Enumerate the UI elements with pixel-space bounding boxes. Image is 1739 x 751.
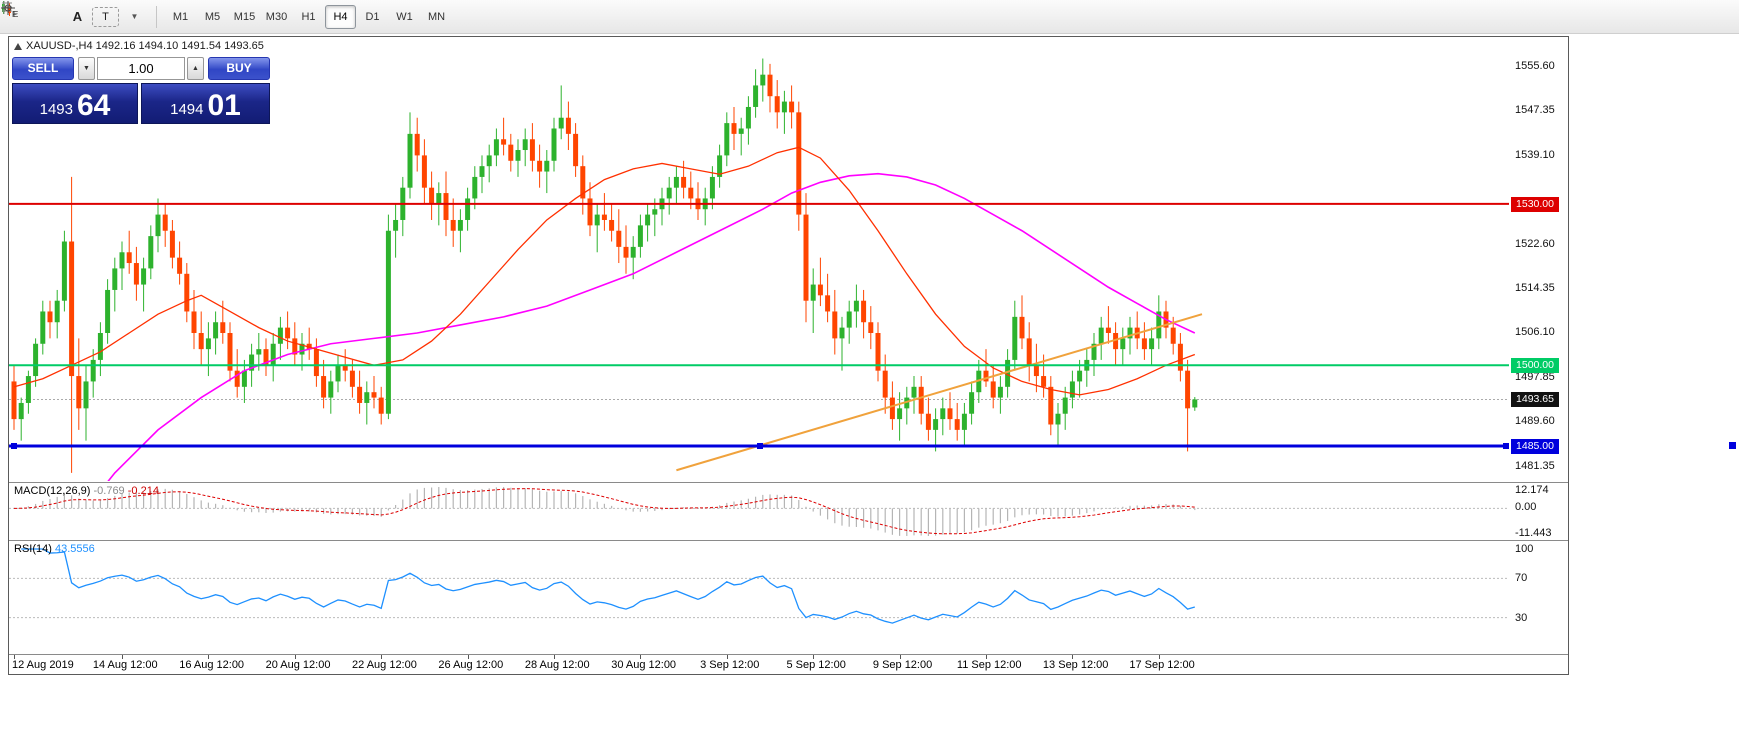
macd-name: MACD(12,26,9) xyxy=(14,485,91,497)
timeframe-m30[interactable]: M30 xyxy=(265,10,288,23)
text-label-icon[interactable]: A xyxy=(72,9,83,24)
chevron-down-icon: ▼ xyxy=(130,12,139,21)
time-tick xyxy=(640,655,642,659)
time-axis-label: 28 Aug 12:00 xyxy=(524,659,590,671)
price-axis-label: 1547.35 xyxy=(1515,104,1555,117)
time-axis-label: 20 Aug 12:00 xyxy=(265,659,331,671)
rsi-axis-label: 30 xyxy=(1515,611,1528,624)
buy-price-pips: 01 xyxy=(207,89,241,123)
main-chart-canvas[interactable] xyxy=(9,37,1568,481)
one-click-top-row: SELL ▼ ▲ BUY xyxy=(12,57,272,80)
time-tick xyxy=(294,655,296,659)
timeframe-mn[interactable]: MN xyxy=(427,10,446,23)
rsi-canvas xyxy=(9,548,1509,624)
volume-input[interactable] xyxy=(97,57,185,80)
time-tick xyxy=(1072,655,1074,659)
macd-label: MACD(12,26,9) -0.769 -0.214 xyxy=(14,485,159,497)
time-tick xyxy=(554,655,555,659)
crosshair-tool-icon[interactable]: ▼ xyxy=(1,1,147,30)
sell-price-main: 1493 xyxy=(39,101,73,118)
time-tick xyxy=(986,655,987,659)
grid-f-icon[interactable]: F xyxy=(2,1,63,30)
rsi-name: RSI(14) xyxy=(14,543,52,555)
time-tick xyxy=(208,655,210,659)
time-tick xyxy=(467,655,469,659)
rsi-axis-label: 100 xyxy=(1515,543,1534,555)
time-tick xyxy=(1158,655,1160,659)
price-axis-label: 1481.35 xyxy=(1515,459,1555,472)
timeframe-d1[interactable]: D1 xyxy=(365,10,380,23)
macd-panel[interactable]: MACD(12,26,9) -0.769 -0.214 12.174 0.00 -1… xyxy=(9,482,1568,540)
time-axis-label: 16 Aug 12:00 xyxy=(179,659,245,671)
time-axis-label: 9 Sep 12:00 xyxy=(872,659,933,671)
price-tag-1530.00: 1530.00 xyxy=(1511,196,1559,212)
hline-handle-far-right[interactable] xyxy=(1729,442,1736,450)
time-tick xyxy=(899,655,901,659)
time-tick xyxy=(726,655,728,659)
time-tick xyxy=(122,655,123,659)
sell-button[interactable]: SELL xyxy=(12,57,74,80)
time-axis-label: 5 Sep 12:00 xyxy=(786,659,846,671)
timeframe-w1[interactable]: W1 xyxy=(396,10,413,23)
sell-price-pips: 64 xyxy=(77,89,111,123)
timeframe-m1[interactable]: M1 xyxy=(172,10,189,23)
hline-handle-right[interactable] xyxy=(1503,443,1509,450)
chart-window: 1555.60 1547.35 1539.10 1522.60 1514.35 1506.… xyxy=(8,36,1569,675)
current-price-tag: 1493.65 xyxy=(1511,392,1559,408)
buy-price-display[interactable]: 1494 01 xyxy=(141,83,270,124)
price-axis-label: 1497.85 xyxy=(1515,370,1555,383)
price-tag-1485.00: 1485.00 xyxy=(1511,439,1559,455)
rsi-axis-label: 70 xyxy=(1515,572,1528,585)
volume-down-button[interactable]: ▼ xyxy=(78,57,95,80)
price-axis-label: 1489.60 xyxy=(1515,415,1555,428)
price-axis-label: 1506.10 xyxy=(1515,326,1555,339)
time-axis-label: 3 Sep 12:00 xyxy=(700,659,760,671)
macd-axis-label: 0.00 xyxy=(1515,501,1537,514)
symbol-info-line: XAUUSD-,H4 1492.16 1494.10 1491.54 1493.… xyxy=(14,40,264,52)
macd-axis-label: 12.174 xyxy=(1515,484,1549,496)
crosshair-glyph xyxy=(1,1,15,15)
time-axis-label: 14 Aug 12:00 xyxy=(92,659,158,671)
svg-text:F: F xyxy=(12,10,17,18)
symbol-ohlc-text: XAUUSD-,H4 1492.16 1494.10 1491.54 1493.… xyxy=(26,40,264,52)
buy-price-main: 1494 xyxy=(170,101,204,118)
timeframe-h4[interactable]: H4 xyxy=(325,4,356,29)
timeframe-h1[interactable]: H1 xyxy=(301,10,316,23)
time-tick xyxy=(813,655,815,659)
price-axis-label: 1555.60 xyxy=(1515,60,1555,73)
price-tag-1500.00: 1500.00 xyxy=(1511,358,1559,374)
hline-handle-left[interactable] xyxy=(11,443,17,450)
price-axis-label: 1514.35 xyxy=(1515,282,1555,295)
timeframe-m5[interactable]: M5 xyxy=(204,10,221,23)
buy-button[interactable]: BUY xyxy=(208,57,270,80)
time-axis-label: 17 Sep 12:00 xyxy=(1129,659,1195,671)
timeframe-m15[interactable]: M15 xyxy=(233,10,256,23)
volume-up-button[interactable]: ▲ xyxy=(187,57,204,80)
time-tick xyxy=(14,655,15,659)
time-axis-label: 22 Aug 12:00 xyxy=(352,659,417,671)
time-tick xyxy=(381,655,383,659)
one-click-trading-panel: SELL ▼ ▲ BUY 1493 64 1494 01 xyxy=(12,57,272,124)
symbol-marker-icon xyxy=(14,42,22,50)
sell-price-display[interactable]: 1493 64 xyxy=(12,83,138,124)
timeframe-group: M1 M5 M15 M30 H1 H4 D1 W1 MN xyxy=(165,4,453,29)
toolbar-separator xyxy=(156,5,157,28)
time-axis-label: 12 Aug 2019 xyxy=(12,659,74,671)
time-axis-label: 30 Aug 12:00 xyxy=(611,659,677,671)
main-chart-panel[interactable]: 1555.60 1547.35 1539.10 1522.60 1514.35 1506.… xyxy=(9,37,1568,482)
price-axis-label: 1539.10 xyxy=(1515,148,1555,161)
rsi-panel[interactable]: RSI(14) 43.5556 100 70 30 xyxy=(9,540,1568,654)
time-axis-label: 13 Sep 12:00 xyxy=(1042,659,1109,671)
price-axis-label: 1522.60 xyxy=(1515,237,1555,250)
rsi-label: RSI(14) 43.5556 xyxy=(14,543,95,555)
svg-text:E: E xyxy=(13,10,18,18)
top-toolbar: E F A T ▼ M1 M5 M15 M30 H1 H4 D1 W1 MN xyxy=(0,0,1739,34)
hline-handle-center[interactable] xyxy=(757,443,763,450)
time-axis[interactable]: 12 Aug 2019 14 Aug 12:00 16 Aug 12:00 20 Au… xyxy=(9,654,1568,674)
macd-canvas xyxy=(9,487,1509,536)
macd-axis-label: -11.443 xyxy=(1515,527,1552,539)
time-axis-label: 11 Sep 12:00 xyxy=(956,659,1022,671)
time-axis-label: 26 Aug 12:00 xyxy=(438,659,504,671)
text-box-icon[interactable]: T xyxy=(92,6,119,27)
